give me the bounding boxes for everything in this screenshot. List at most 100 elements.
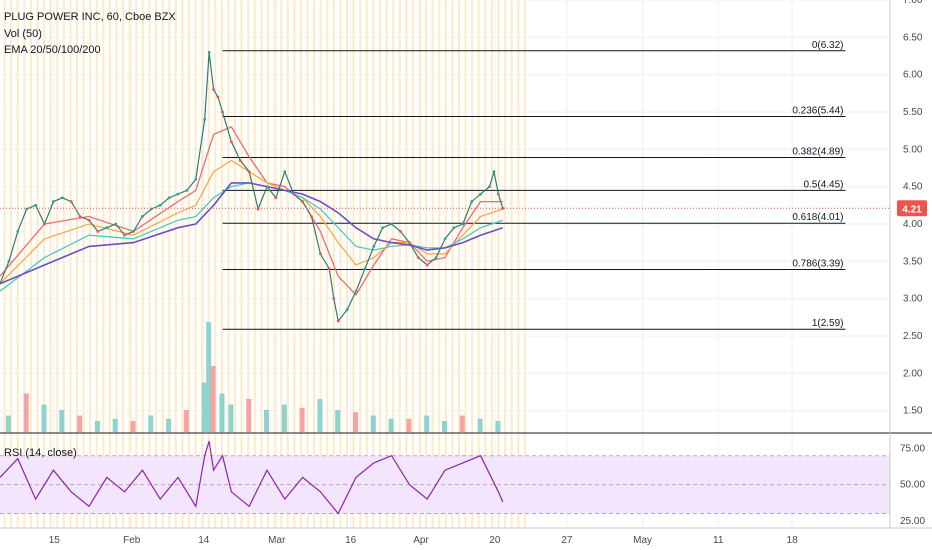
time-tick-label: 14 xyxy=(198,535,210,546)
price-point xyxy=(221,110,224,114)
session-band xyxy=(168,0,171,528)
price-point xyxy=(167,196,171,200)
volume-bar xyxy=(94,421,100,432)
price-point xyxy=(69,200,73,203)
price-tick-label: 2.00 xyxy=(903,368,923,379)
session-band xyxy=(187,0,190,528)
chart-title: PLUG POWER INC, 60, Cboe BZX xyxy=(4,11,176,23)
price-point xyxy=(319,252,322,256)
price-point xyxy=(158,203,162,207)
time-tick-label: May xyxy=(633,535,652,546)
fib-level-label: 0(6.32) xyxy=(812,40,844,51)
volume-bar xyxy=(112,418,118,432)
price-tick-label: 5.50 xyxy=(903,107,923,118)
session-band xyxy=(431,0,434,528)
time-tick-label: 27 xyxy=(561,535,573,546)
session-band xyxy=(339,0,342,528)
rsi-axis[interactable]: 25.00 50.00 75.00 xyxy=(900,443,925,526)
session-band xyxy=(444,0,447,528)
session-band xyxy=(194,0,197,528)
session-band xyxy=(148,0,151,528)
session-band xyxy=(457,0,460,528)
price-point xyxy=(274,196,278,200)
session-band xyxy=(82,0,85,528)
session-band xyxy=(405,0,408,528)
volume-bar xyxy=(317,399,323,432)
price-point xyxy=(247,170,251,174)
session-band xyxy=(471,0,474,528)
price-point xyxy=(87,218,91,222)
price-tick-label: 4.50 xyxy=(903,182,923,193)
volume-bar xyxy=(166,418,172,432)
session-band xyxy=(141,0,144,528)
time-tick-label: 16 xyxy=(345,535,357,546)
session-band xyxy=(464,0,467,528)
session-band xyxy=(523,0,526,528)
session-band xyxy=(214,0,217,528)
price-point xyxy=(207,50,211,54)
session-band xyxy=(49,0,52,528)
price-point xyxy=(390,222,393,226)
price-point xyxy=(488,185,491,189)
price-point xyxy=(283,170,287,174)
price-series xyxy=(0,50,505,323)
price-point xyxy=(479,192,482,196)
time-tick-label: Mar xyxy=(268,535,286,546)
session-band xyxy=(517,0,520,528)
grid xyxy=(0,0,890,528)
volume-bar xyxy=(23,393,29,432)
session-band xyxy=(161,0,164,528)
time-tick-label: 15 xyxy=(49,535,61,546)
last-price-marker: 4.21 xyxy=(0,200,927,217)
price-point xyxy=(185,188,189,192)
price-point xyxy=(96,230,100,233)
session-band xyxy=(510,0,513,528)
session-band xyxy=(286,0,289,528)
price-point xyxy=(212,88,216,91)
price-tick-label: 2.50 xyxy=(903,331,923,342)
session-band xyxy=(234,0,237,528)
price-tick-label: 3.00 xyxy=(903,294,923,305)
volume-bar xyxy=(264,410,269,432)
session-band xyxy=(174,0,177,528)
volume-legend: Vol (50) xyxy=(4,28,42,40)
price-point xyxy=(105,226,109,230)
session-band xyxy=(313,0,316,528)
price-point xyxy=(78,215,82,218)
price-point xyxy=(497,192,500,196)
volume-bar xyxy=(246,399,252,432)
price-point xyxy=(123,233,126,237)
price-point xyxy=(345,308,349,312)
price-point xyxy=(238,159,242,162)
session-band xyxy=(102,0,105,528)
fib-retracement: 0(6.32) 0.236(5.44) 0.382(4.89) 0.5(4.45) 0.… xyxy=(222,40,846,330)
price-point xyxy=(408,241,411,245)
volume-bar xyxy=(335,410,341,432)
price-point xyxy=(7,259,11,263)
session-band xyxy=(392,0,395,528)
price-point xyxy=(492,170,496,174)
price-point xyxy=(60,196,64,200)
session-band xyxy=(227,0,230,528)
rsi-line xyxy=(0,441,504,515)
session-band xyxy=(293,0,296,528)
session-band xyxy=(411,0,414,528)
session-band xyxy=(115,0,118,528)
price-point xyxy=(216,95,220,99)
volume-bar xyxy=(477,418,483,432)
volume-bar xyxy=(77,415,83,432)
session-band xyxy=(56,0,59,528)
volume-bar xyxy=(388,418,394,432)
session-band xyxy=(326,0,329,528)
price-point xyxy=(425,263,429,267)
time-axis[interactable]: 15 Feb 14 Mar 16 Apr 20 27 May 11 18 xyxy=(49,535,798,546)
volume-bar xyxy=(459,415,465,432)
session-band xyxy=(346,0,349,528)
price-point xyxy=(141,215,144,218)
price-axis[interactable]: 1.50 2.00 2.50 3.00 3.50 4.00 4.50 5.00 5.50 6.00… xyxy=(903,0,923,417)
price-tick-label: 6.00 xyxy=(903,70,923,81)
ema-legend: EMA 20/50/100/200 xyxy=(4,44,101,56)
time-tick-label: 18 xyxy=(787,535,799,546)
session-band xyxy=(438,0,441,528)
